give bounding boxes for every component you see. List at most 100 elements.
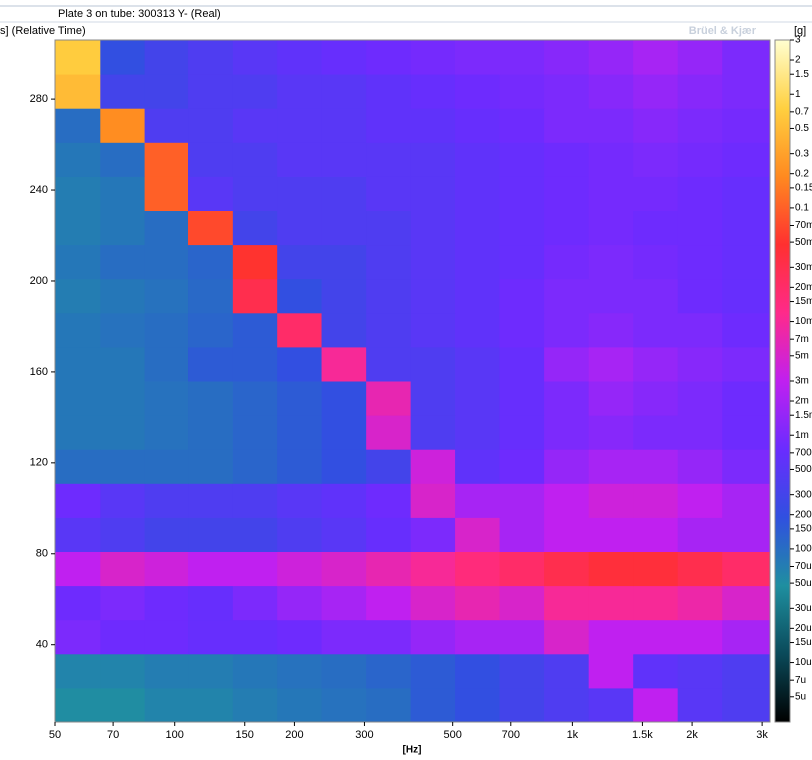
heatmap-cell [544,585,590,621]
heatmap-cell [100,449,146,484]
heatmap-cell [100,415,146,450]
colorbar-tick-label: 10m [795,316,812,327]
heatmap-cell [588,142,634,177]
heatmap-cell [588,653,634,689]
heatmap-cell [100,74,146,109]
heatmap-cell [232,108,278,143]
heatmap-cell [499,585,545,621]
heatmap-cell [633,312,679,348]
heatmap-cell [633,619,679,655]
x-tick-label: 300 [355,729,373,741]
heatmap-cell [55,176,101,211]
heatmap-cell [410,517,456,552]
y-tick-label: 280 [30,93,48,105]
heatmap-cell [144,687,189,723]
heatmap-cell [366,142,412,177]
y-tick-label: 160 [30,366,48,378]
heatmap-cell [144,346,189,382]
heatmap-cell [544,483,590,518]
heatmap-cell [677,40,723,75]
heatmap-cell [499,551,545,587]
heatmap-cell [55,74,101,109]
heatmap-cell [410,40,456,75]
heatmap-cell [588,312,634,348]
heatmap-cell [232,415,278,450]
heatmap-cell [321,108,367,143]
heatmap-cell [321,176,367,211]
heatmap-cell [232,312,278,348]
heatmap-cell [100,210,146,246]
heatmap-cell [277,142,323,177]
heatmap-cell [100,312,146,348]
heatmap-cell [677,74,723,109]
heatmap-cell [677,415,723,450]
colorbar-tick-label: 5m [795,350,809,361]
heatmap-cell [366,40,412,75]
heatmap-cell [677,312,723,348]
x-tick-label: 70 [107,729,119,741]
x-tick-label: 700 [502,729,520,741]
x-axis-label: [Hz] [403,745,422,756]
heatmap-cell [677,381,723,416]
heatmap-cell [366,278,412,314]
heatmap-cell [144,278,189,314]
heatmap-cell [188,517,234,552]
heatmap-cell [100,176,146,211]
heatmap-cell [232,346,278,382]
heatmap-cell [277,585,323,621]
heatmap-cell [588,619,634,655]
heatmap-cell [188,619,234,655]
x-tick-label: 1k [567,729,579,741]
heatmap-cell [321,415,367,450]
heatmap-cell [499,210,545,246]
heatmap-cell [410,449,456,484]
heatmap-cell [366,74,412,109]
heatmap-cell [232,653,278,689]
heatmap-cell [321,653,367,689]
heatmap [55,40,771,723]
heatmap-cell [677,449,723,484]
heatmap-cell [55,517,101,552]
heatmap-cell [544,244,590,280]
colorbar-tick-label: 200u [795,509,812,520]
colorbar-tick-label: 0.2 [795,168,809,179]
colorbar-tick-label: 7m [795,334,809,345]
heatmap-cell [277,312,323,348]
colorbar-tick-label: 3m [795,376,809,387]
heatmap-cell [55,142,101,177]
heatmap-cell [144,244,189,280]
heatmap-cell [321,585,367,621]
heatmap-cell [633,483,679,518]
heatmap-cell [100,619,146,655]
heatmap-cell [544,517,590,552]
heatmap-cell [277,346,323,382]
colorbar-tick-label: 2 [795,55,801,66]
heatmap-cell [588,346,634,382]
colorbar-tick-label: 3 [795,35,801,46]
heatmap-cell [410,278,456,314]
heatmap-cell [55,346,101,382]
heatmap-cell [633,653,679,689]
heatmap-cell [455,687,501,723]
heatmap-cell [321,278,367,314]
heatmap-cell [588,415,634,450]
heatmap-cell [410,108,456,143]
heatmap-cell [588,551,634,587]
colorbar-tick-label: 7u [795,675,806,686]
heatmap-cell [410,74,456,109]
heatmap-cell [55,653,101,689]
heatmap-cell [677,619,723,655]
y-tick-label: 40 [36,639,48,651]
heatmap-cell [722,40,771,75]
heatmap-cell [455,108,501,143]
heatmap-cell [410,653,456,689]
heatmap-cell [410,381,456,416]
heatmap-cell [544,142,590,177]
heatmap-cell [188,74,234,109]
heatmap-cell [366,176,412,211]
heatmap-cell [544,108,590,143]
heatmap-cell [677,483,723,518]
heatmap-cell [677,687,723,723]
heatmap-cell [499,517,545,552]
heatmap-cell [455,142,501,177]
